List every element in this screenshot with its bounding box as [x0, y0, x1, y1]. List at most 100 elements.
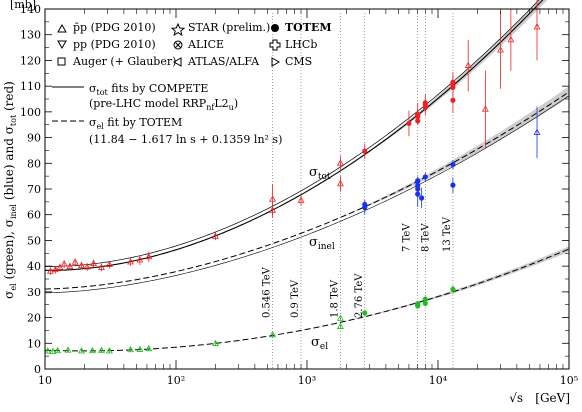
marker-inel-6 [415, 186, 421, 192]
legend-item-alice: ALICE [173, 38, 224, 51]
svg-text:LHCb: LHCb [285, 38, 317, 51]
marker-tot-8 [90, 259, 98, 266]
marker-el-1 [49, 347, 57, 354]
point-el-13 [336, 322, 344, 330]
legend-item-auger: Auger (+ Glauber) [57, 55, 176, 68]
marker-tot-20 [362, 148, 368, 154]
marker-tot-34 [481, 105, 489, 112]
marker-tot-10 [105, 260, 113, 267]
marker-tot-36 [507, 36, 515, 43]
marker-tot-4 [66, 262, 74, 270]
point-el-12 [269, 330, 277, 338]
legend-fit-solid: σtot fits by COMPETE [89, 82, 208, 97]
marker-inel-10 [450, 182, 456, 188]
point-tot-36 [507, 9, 515, 71]
point-el-3 [64, 346, 72, 353]
y-tick-label-4: 40 [27, 260, 41, 273]
point-tot-25 [415, 117, 421, 125]
y-tick-label-11: 110 [20, 80, 41, 93]
curve-label-el: σel [311, 335, 328, 352]
point-inel-10 [450, 177, 456, 193]
marker-tot-0 [46, 267, 54, 274]
marker-tot-9 [98, 263, 105, 270]
marker-el-11 [211, 339, 219, 346]
marker-el-13 [336, 322, 344, 329]
point-tot-28 [422, 93, 428, 112]
svg-text:p̄p (PDG 2010): p̄p (PDG 2010) [73, 21, 156, 34]
marker-tot-14 [211, 232, 219, 239]
legend-item-pp: pp (PDG 2010) [57, 38, 156, 51]
point-el-11 [211, 339, 219, 346]
marker-el-3 [64, 346, 72, 353]
point-tot-6 [78, 261, 85, 270]
svg-text:CMS: CMS [285, 55, 312, 68]
marker-el-4 [78, 347, 85, 354]
curve-labels: σtot σinel σel [309, 165, 335, 352]
svg-text:ATLAS/ALFA: ATLAS/ALFA [187, 55, 260, 68]
marker-tot-24 [415, 111, 421, 117]
point-el-5 [88, 346, 96, 354]
curve-tot-compete [44, 0, 544, 271]
legend-item-pbarp: p̄p (PDG 2010) [57, 21, 156, 34]
point-tot-37 [533, 0, 541, 61]
point-tot-11 [127, 258, 135, 266]
point-tot-18 [336, 176, 344, 192]
filled-circle-icon [271, 24, 279, 32]
point-tot-19 [336, 155, 344, 171]
energy-label-4: 7 TeV [402, 223, 413, 252]
point-inel-1 [362, 200, 368, 209]
point-tot-33 [464, 39, 472, 92]
y-tick-label-9: 90 [27, 132, 41, 145]
x-tick-label-4: 10⁵ [560, 374, 578, 387]
point-el-7 [105, 347, 113, 354]
y-tick-label-8: 80 [27, 157, 41, 170]
curve-label-tot: σtot [309, 165, 331, 182]
marker-inel-7 [419, 195, 425, 201]
energy-label-6: 13 TeV [442, 216, 453, 252]
marker-tot-37 [533, 23, 541, 30]
point-el-20 [422, 300, 428, 307]
square-icon [57, 57, 66, 66]
point-el-15 [362, 309, 368, 317]
point-tot-8 [90, 259, 98, 268]
legend-item-star: STAR (prelim.) [170, 21, 270, 37]
marker-tot-11 [127, 258, 135, 265]
marker-el-6 [98, 346, 105, 353]
marker-tot-32 [450, 84, 456, 91]
energy-label-3: 2.76 TeV [354, 273, 365, 318]
energy-marker-labels: 0.546 TeV 0.9 TeV 1.8 TeV 2.76 TeV 7 TeV 8 Te… [262, 216, 453, 318]
marker-tot-31 [450, 97, 456, 103]
point-inel-8 [422, 172, 428, 182]
x-axis-unit: [GeV] [535, 391, 570, 405]
triangle-left-icon [172, 57, 182, 67]
marker-el-5 [88, 346, 96, 354]
marker-tot-16 [269, 195, 277, 202]
energy-label-5: 8 TeV [420, 223, 431, 252]
marker-el-7 [105, 347, 113, 354]
energy-label-0: 0.546 TeV [262, 266, 273, 318]
marker-el-12 [269, 330, 277, 338]
triangle-down-icon [57, 40, 67, 50]
y-tick-label-12: 120 [20, 54, 41, 67]
marker-tot-28 [422, 100, 428, 106]
y-tick-label-13: 130 [20, 29, 41, 42]
y-axis-unit: [mb] [10, 0, 36, 11]
curve-inel-alt [44, 95, 570, 294]
marker-el-8 [127, 345, 135, 353]
point-el-9 [136, 345, 144, 352]
marker-tot-17 [297, 196, 305, 203]
x-tick-label-0: 10 [38, 374, 52, 387]
legend-item-cms: CMS [271, 55, 312, 68]
point-el-0 [44, 347, 52, 354]
marker-inel-9 [450, 161, 456, 168]
marker-el-0 [44, 347, 52, 354]
marker-tot-19 [336, 159, 344, 166]
marker-tot-7 [83, 263, 91, 270]
point-inel-7 [419, 187, 425, 209]
y-tick-label-7: 70 [27, 183, 41, 196]
point-tot-2 [56, 263, 64, 272]
point-tot-4 [66, 262, 74, 271]
point-tot-21 [406, 110, 412, 137]
point-el-14 [336, 314, 344, 321]
